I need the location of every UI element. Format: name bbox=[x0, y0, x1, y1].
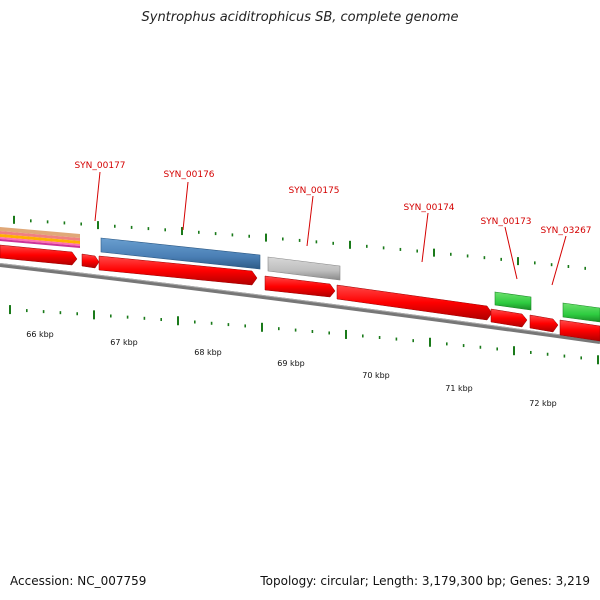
cds-arrow-2[interactable] bbox=[81, 253, 100, 269]
kbp-label-67: 67 kbp bbox=[110, 338, 138, 347]
cds-arrow-8[interactable] bbox=[559, 319, 600, 342]
gene-label-syn-03267[interactable]: SYN_03267 bbox=[540, 226, 591, 236]
kbp-label-69: 69 kbp bbox=[277, 359, 305, 368]
gene-label-syn-00174[interactable]: SYN_00174 bbox=[403, 203, 454, 213]
cds-arrow-7[interactable] bbox=[529, 314, 559, 333]
feature-green-syn-00173[interactable] bbox=[494, 291, 532, 311]
genome-summary-text: Topology: circular; Length: 3,179,300 bp… bbox=[260, 574, 590, 588]
feature-grey-syn-00175[interactable] bbox=[267, 256, 341, 281]
accession-text: Accession: NC_007759 bbox=[10, 574, 147, 588]
gene-label-lines bbox=[94, 171, 567, 286]
lower-tick-row bbox=[9, 305, 599, 365]
upper-tick-row bbox=[13, 215, 587, 270]
feature-stripes bbox=[0, 227, 80, 248]
genome-backbone bbox=[0, 263, 600, 344]
cds-arrows bbox=[0, 244, 600, 342]
cds-arrow-4[interactable] bbox=[264, 275, 336, 298]
cds-arrow-5[interactable] bbox=[336, 284, 493, 321]
gene-label-syn-00175[interactable]: SYN_00175 bbox=[288, 186, 339, 196]
kbp-label-72: 72 kbp bbox=[529, 399, 557, 408]
kbp-label-70: 70 kbp bbox=[362, 371, 390, 380]
feature-green-syn-03267[interactable] bbox=[562, 302, 600, 323]
cds-arrow-1[interactable] bbox=[0, 244, 78, 266]
gene-label-syn-00173[interactable]: SYN_00173 bbox=[480, 217, 531, 227]
cds-arrow-6[interactable] bbox=[490, 308, 528, 328]
genome-backbone-highlight bbox=[0, 263, 600, 341]
map-title: Syntrophus aciditrophicus SB, complete g… bbox=[141, 10, 459, 25]
kbp-label-68: 68 kbp bbox=[194, 348, 222, 357]
kbp-label-66: 66 kbp bbox=[26, 330, 54, 339]
gene-label-syn-00176[interactable]: SYN_00176 bbox=[163, 170, 214, 180]
kbp-label-71: 71 kbp bbox=[445, 384, 473, 393]
gene-label-syn-00177[interactable]: SYN_00177 bbox=[74, 161, 125, 171]
cds-arrow-3[interactable] bbox=[98, 255, 258, 286]
feature-blue-syn-00176[interactable] bbox=[100, 237, 261, 270]
